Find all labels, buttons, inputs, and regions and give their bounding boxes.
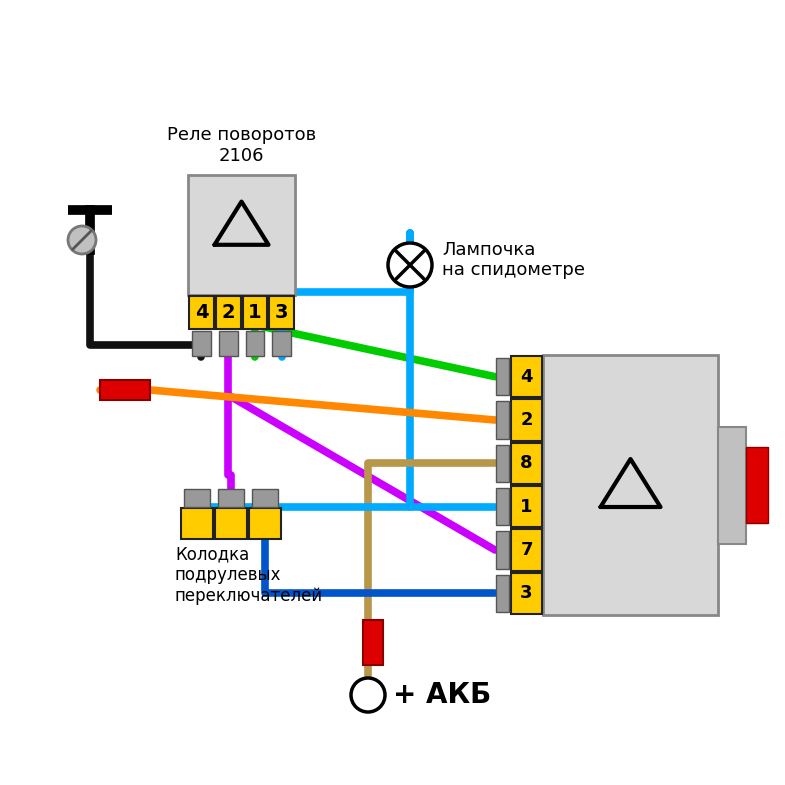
Text: Колодка
подрулевых
переключателей: Колодка подрулевых переключателей	[175, 545, 323, 604]
Bar	[243, 296, 267, 329]
Text: 8: 8	[520, 455, 533, 473]
Text: 3: 3	[275, 303, 288, 322]
Bar	[272, 331, 291, 356]
Bar	[215, 508, 247, 539]
Bar	[218, 489, 244, 507]
Bar	[496, 488, 509, 525]
Bar	[246, 331, 265, 356]
Text: 1: 1	[248, 303, 261, 322]
Bar	[746, 447, 768, 523]
Bar	[188, 175, 295, 295]
Text: Реле поворотов
2106: Реле поворотов 2106	[167, 126, 316, 165]
Bar	[718, 426, 746, 543]
Bar	[511, 529, 542, 571]
Bar	[249, 508, 281, 539]
Bar	[181, 508, 213, 539]
Text: + АКБ: + АКБ	[393, 681, 491, 709]
Bar	[496, 575, 509, 612]
Text: Лампочка
на спидометре: Лампочка на спидометре	[442, 240, 585, 279]
Text: 2: 2	[221, 303, 235, 322]
Bar	[511, 356, 542, 397]
Text: 1: 1	[520, 498, 533, 516]
Circle shape	[68, 226, 96, 254]
Bar	[216, 296, 240, 329]
Bar	[511, 486, 542, 528]
Bar	[511, 400, 542, 440]
Bar	[100, 380, 150, 400]
Text: 4: 4	[195, 303, 208, 322]
Bar	[496, 444, 509, 482]
Bar	[511, 443, 542, 484]
Bar	[363, 620, 383, 665]
Bar	[219, 331, 238, 356]
Bar	[269, 296, 294, 329]
Circle shape	[388, 243, 432, 287]
Text: 2: 2	[520, 411, 533, 429]
Bar	[496, 531, 509, 568]
Bar	[496, 358, 509, 396]
Bar	[252, 489, 278, 507]
Text: 4: 4	[520, 367, 533, 385]
Bar	[192, 331, 210, 356]
Bar	[543, 355, 718, 615]
Circle shape	[351, 678, 385, 712]
Bar	[496, 401, 509, 439]
Bar	[511, 573, 542, 614]
Text: 7: 7	[520, 541, 533, 559]
Bar	[189, 296, 214, 329]
Text: 3: 3	[520, 584, 533, 602]
Bar	[184, 489, 210, 507]
